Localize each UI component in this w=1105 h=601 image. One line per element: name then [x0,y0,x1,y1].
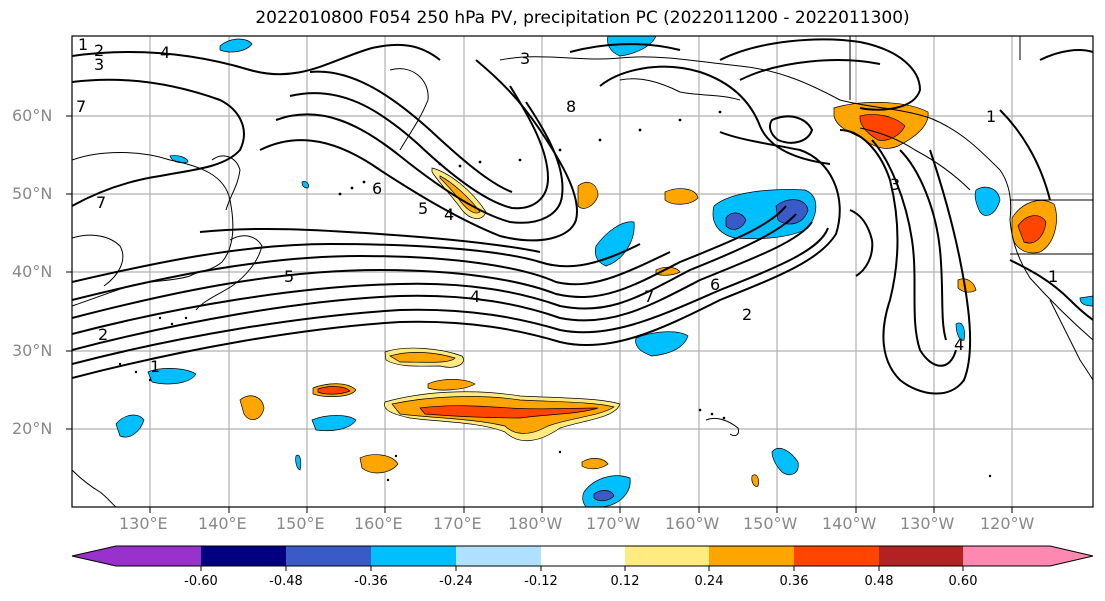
contour-label: 4 [954,335,964,354]
contour-label: 7 [644,287,654,306]
contour-labels: 1 2 3 4 7 3 8 6 5 4 5 7 6 2 1 3 1 4 2 7 … [76,35,1058,376]
contour-label: 3 [520,49,530,68]
lon-label: 140°W [822,514,877,533]
lon-label: 170°W [586,514,641,533]
precip-positive-fill [239,102,1057,487]
colorbar-segment [456,546,541,566]
contour-label: 4 [160,43,170,62]
lon-label: 130°W [900,514,955,533]
colorbar-segment [963,546,1093,566]
colorbar-segment [709,546,794,566]
colorbar-tick-label: -0.60 [184,574,218,589]
contour-label: 1 [1048,267,1058,286]
contour-label: 7 [76,97,86,116]
contour-label: 3 [94,55,104,74]
contour-label: 6 [372,179,382,198]
colorbar-tick-label: 0.12 [610,574,640,589]
colorbar-segment [794,546,879,566]
lon-label: 130°E [119,514,168,533]
map-title: 2022010800 F054 250 hPa PV, precipitatio… [255,8,910,28]
lon-label: 180°W [508,514,563,533]
lon-label: 170°E [433,514,482,533]
lon-label: 160°E [354,514,403,533]
lon-label: 150°W [743,514,798,533]
contour-label: 5 [284,267,294,286]
lat-label: 20°N [12,419,53,438]
colorbar-segment [286,546,371,566]
contour-label: 8 [566,97,576,116]
colorbar-segment [879,546,963,566]
contour-label: 7 [96,193,106,212]
colorbar-segment [72,546,201,566]
colorbar-tick-label: 0.48 [864,574,894,589]
colorbar-tick-label: 0.36 [779,574,809,589]
colorbar-segment [201,546,286,566]
lat-label: 30°N [12,341,53,360]
contour-label: 4 [470,287,480,306]
colorbar-segment [625,546,709,566]
colorbar-tick-label: -0.36 [354,574,388,589]
contour-label: 5 [418,199,428,218]
contour-label: 1 [150,357,160,376]
lat-label: 60°N [12,106,53,125]
contour-label: 3 [890,175,900,194]
pv-contours [72,38,1093,395]
contour-label: 2 [94,41,104,60]
colorbar-segment [541,546,625,566]
colorbar-tick-label: 0.60 [948,574,978,589]
colorbar-segment [371,546,456,566]
lon-label: 150°E [276,514,325,533]
lon-label: 160°W [665,514,720,533]
colorbar [71,545,1094,571]
contour-label: 1 [986,107,996,126]
lon-label: 120°W [980,514,1035,533]
contour-label: 4 [444,205,454,224]
contour-label: 1 [78,35,88,54]
contour-label: 6 [710,275,720,294]
axis-ticks [66,115,1013,513]
lon-label: 140°E [198,514,247,533]
contour-label: 2 [98,325,108,344]
colorbar-tick-label: -0.48 [269,574,303,589]
lat-label: 40°N [12,262,53,281]
colorbar-tick-label: 0.24 [694,574,724,589]
colorbar-tick-label: -0.24 [439,574,473,589]
contour-label: 2 [742,305,752,324]
lat-label: 50°N [12,184,53,203]
colorbar-tick-label: -0.12 [524,574,558,589]
